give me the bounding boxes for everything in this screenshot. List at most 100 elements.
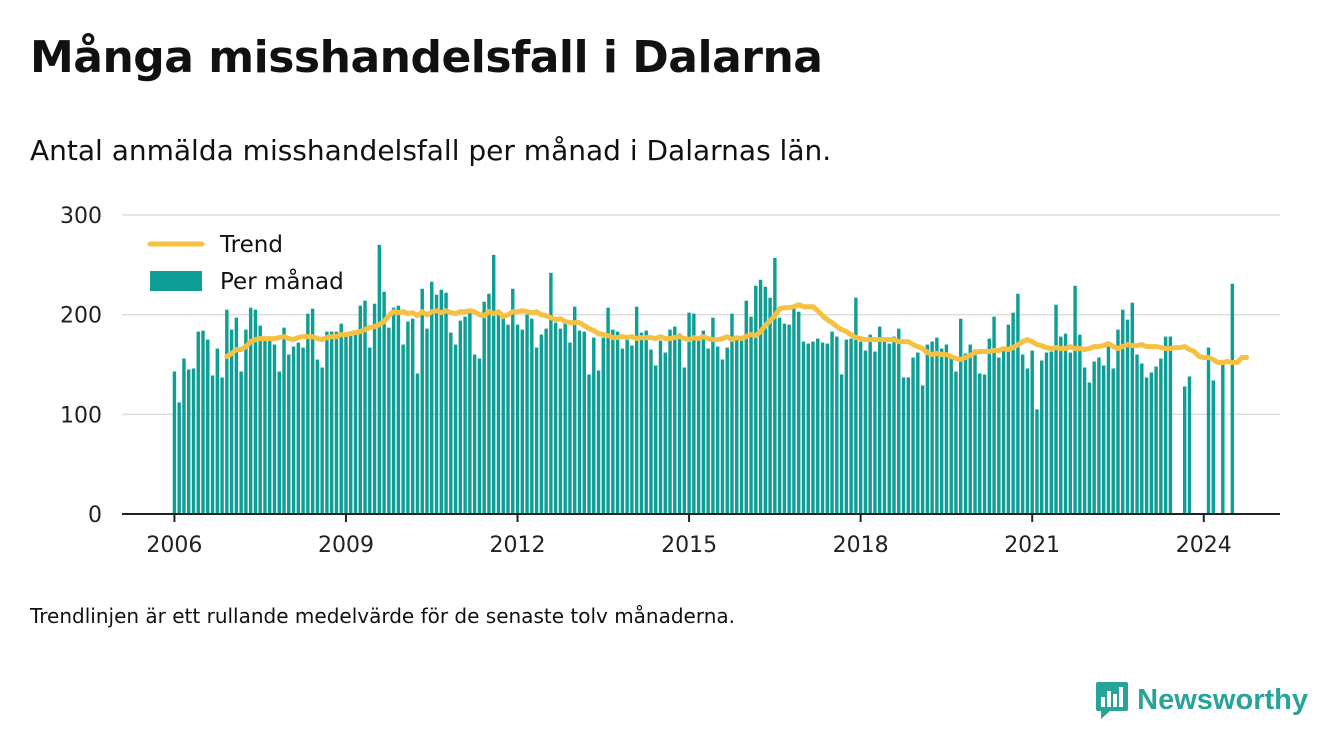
- bar: [568, 342, 572, 514]
- bar: [954, 371, 958, 514]
- bar: [987, 338, 992, 514]
- gridlines: [122, 214, 1280, 416]
- bar: [1059, 336, 1063, 514]
- bar: [816, 338, 820, 514]
- y-tick-label: 0: [88, 503, 102, 528]
- bar: [1049, 351, 1053, 514]
- bar: [706, 348, 710, 514]
- bar: [978, 373, 982, 514]
- bar: [630, 345, 634, 514]
- y-tick-label: 300: [60, 204, 102, 229]
- bar: [668, 329, 672, 514]
- bar: [272, 344, 277, 514]
- bar: [544, 328, 548, 514]
- bar: [839, 374, 844, 514]
- bar: [1149, 372, 1154, 514]
- bar: [634, 306, 639, 514]
- bar: [520, 329, 525, 514]
- bar: [573, 306, 577, 514]
- bar: [901, 377, 906, 514]
- bar: [868, 334, 872, 514]
- bar: [696, 339, 701, 514]
- bar: [1168, 336, 1173, 514]
- bar: [682, 367, 687, 514]
- bar: [939, 348, 944, 514]
- bar: [911, 357, 915, 514]
- bar: [849, 338, 853, 514]
- bar: [806, 343, 810, 514]
- bar-chart: 0 100 200 300 2006 2009 2012 2015 2018 2021 2024 T…: [60, 204, 1280, 558]
- legend-label-trend: Trend: [219, 232, 283, 258]
- bar: [1073, 285, 1077, 514]
- bar: [677, 333, 682, 514]
- bar: [553, 322, 558, 514]
- bar: [596, 370, 601, 514]
- bar: [1020, 354, 1025, 514]
- bar: [177, 402, 181, 514]
- bar: [530, 318, 534, 514]
- bar: [291, 346, 296, 514]
- bar: [268, 336, 272, 514]
- bar: [1063, 333, 1068, 514]
- bar: [487, 293, 491, 514]
- bar: [363, 300, 367, 514]
- bar: [873, 351, 877, 514]
- bar: [601, 337, 606, 514]
- bar: [1092, 361, 1096, 514]
- bar: [968, 344, 972, 514]
- bar: [1082, 367, 1087, 514]
- bar: [296, 342, 301, 514]
- legend: Trend Per månad: [147, 232, 344, 295]
- bar: [773, 257, 777, 514]
- bar: [825, 343, 829, 514]
- bar: [930, 341, 934, 514]
- x-tick-label: 2012: [490, 533, 546, 558]
- bar: [449, 332, 453, 514]
- bar: [525, 314, 529, 514]
- bar: [439, 289, 443, 514]
- bar: [1001, 349, 1006, 514]
- bar: [1087, 382, 1092, 514]
- bar: [310, 308, 315, 514]
- bar: [701, 330, 706, 514]
- bar: [754, 285, 758, 514]
- legend-label-per-manad: Per månad: [220, 267, 344, 295]
- trend-line: [224, 302, 1250, 365]
- bar: [191, 368, 196, 514]
- bar: [1130, 302, 1134, 514]
- bar: [511, 288, 515, 514]
- bar: [306, 313, 310, 514]
- bar: [863, 350, 868, 514]
- bar: [644, 330, 648, 514]
- bar: [558, 328, 563, 514]
- bar: [735, 339, 739, 514]
- bar: [239, 371, 243, 514]
- bar: [739, 338, 744, 514]
- bar: [1097, 357, 1101, 514]
- bar: [458, 320, 463, 514]
- bar: [1206, 347, 1211, 514]
- bar: [396, 305, 401, 514]
- bar: [1040, 360, 1044, 514]
- bar: [534, 347, 539, 514]
- y-tick-label: 100: [60, 403, 102, 428]
- bar: [844, 339, 849, 514]
- bar: [1211, 380, 1215, 514]
- bar: [620, 348, 625, 514]
- bar: [1116, 329, 1120, 514]
- bar: [1068, 352, 1073, 514]
- bar: [244, 329, 248, 514]
- bar: [482, 301, 486, 514]
- bar: [172, 371, 177, 514]
- bar: [720, 359, 725, 514]
- y-tick-label: 200: [60, 304, 102, 329]
- bar: [444, 292, 448, 514]
- bar: [430, 281, 434, 514]
- bar: [539, 334, 544, 514]
- bar: [906, 377, 911, 514]
- bar: [549, 272, 553, 514]
- bar: [997, 357, 1001, 514]
- bar: [887, 343, 891, 514]
- bar: [639, 332, 644, 514]
- bar: [477, 358, 482, 514]
